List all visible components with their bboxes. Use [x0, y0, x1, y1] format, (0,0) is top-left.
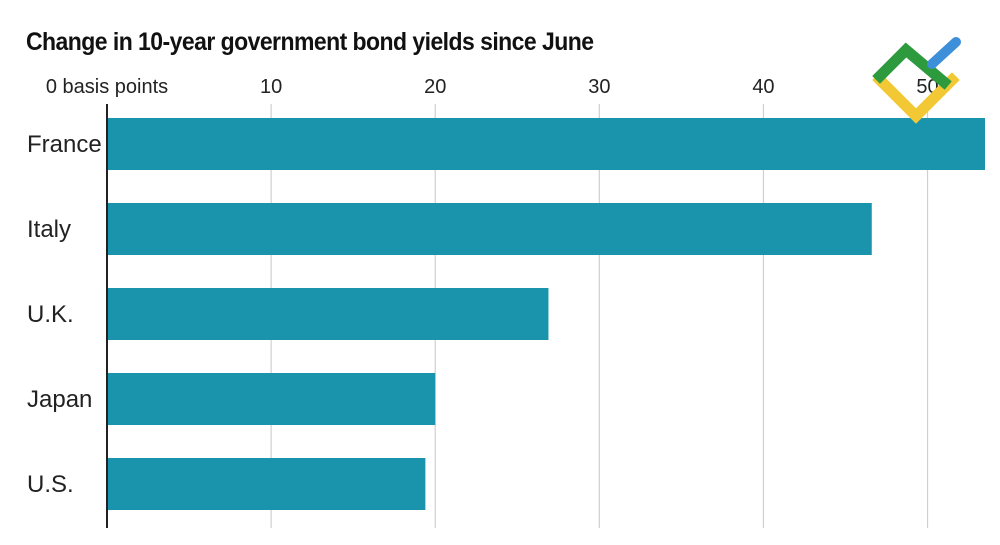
- x-tick-label-20: 20: [424, 76, 446, 98]
- category-label-japan: Japan: [27, 386, 92, 413]
- brand-logo-icon: [872, 37, 961, 124]
- category-label-uk: U.K.: [27, 301, 74, 328]
- category-labels: France Italy U.K. Japan U.S.: [27, 131, 102, 498]
- category-label-italy: Italy: [27, 216, 71, 243]
- x-tick-label-0: 0 basis points: [46, 76, 168, 98]
- category-label-france: France: [27, 131, 102, 158]
- chart-title: Change in 10-year government bond yields…: [26, 28, 594, 56]
- x-tick-label-40: 40: [752, 76, 774, 98]
- logo-blue-stroke: [927, 37, 961, 69]
- x-tick-label-10: 10: [260, 76, 282, 98]
- bar-us: [107, 458, 426, 510]
- bar-italy: [107, 203, 872, 255]
- bars: [107, 118, 985, 510]
- bar-japan: [107, 373, 436, 425]
- x-axis-ticks: 0 basis points 10 20 30 40 50: [46, 76, 939, 98]
- x-tick-label-30: 30: [588, 76, 610, 98]
- logo-yellow-chevron: [872, 72, 960, 124]
- bar-france: [107, 118, 985, 170]
- logo-green-chevron: [872, 42, 952, 90]
- bar-uk: [107, 288, 549, 340]
- category-label-us: U.S.: [27, 471, 74, 498]
